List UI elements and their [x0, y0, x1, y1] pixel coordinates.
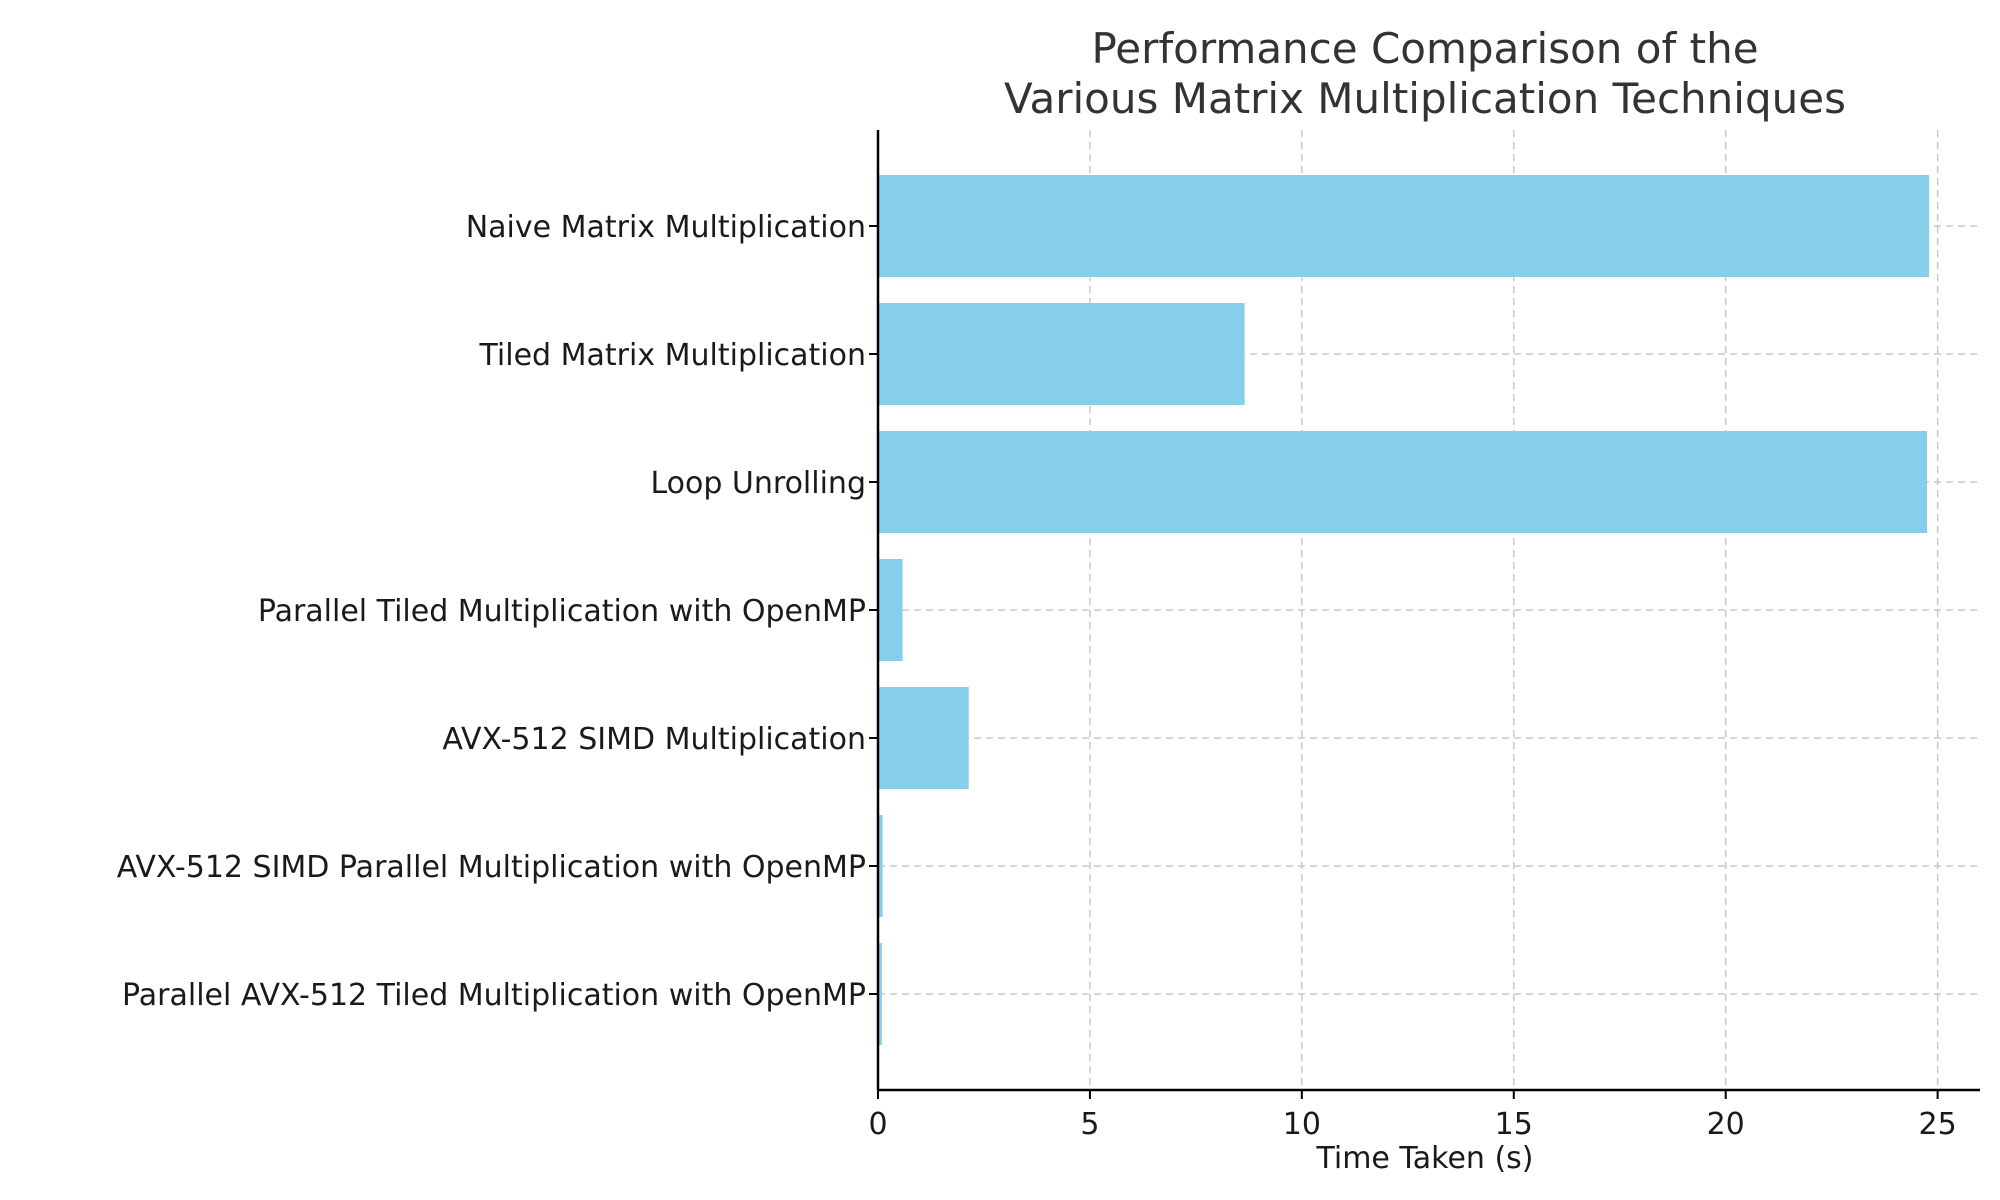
x-tick-label: 5 [1080, 1107, 1099, 1142]
y-tick-label: Naive Matrix Multiplication [466, 210, 866, 245]
y-tick-label: Loop Unrolling [650, 466, 866, 501]
bar [878, 687, 969, 789]
y-tick-label: AVX-512 SIMD Multiplication [442, 722, 866, 757]
y-tick-label: AVX-512 SIMD Parallel Multiplication wit… [117, 850, 866, 885]
bar [878, 559, 903, 661]
x-tick-label: 10 [1283, 1107, 1321, 1142]
bar-layer [878, 175, 1930, 1045]
y-tick-label: Parallel AVX-512 Tiled Multiplication wi… [122, 978, 866, 1013]
x-tick-label: 20 [1707, 1107, 1745, 1142]
x-tick-label: 0 [868, 1107, 887, 1142]
bar [878, 431, 1928, 533]
x-tick-label: 25 [1919, 1107, 1957, 1142]
bar [878, 175, 1930, 277]
y-tick-label: Tiled Matrix Multiplication [479, 338, 866, 373]
bar [878, 943, 882, 1045]
y-tick-label: Parallel Tiled Multiplication with OpenM… [258, 594, 866, 629]
x-tick-label: 15 [1495, 1107, 1533, 1142]
x-axis-label: Time Taken (s) [1315, 1141, 1533, 1176]
chart-title-line-1: Performance Comparison of the [1091, 24, 1758, 73]
chart-title-line-2: Various Matrix Multiplication Techniques [1004, 74, 1846, 123]
bar [878, 303, 1245, 405]
axis-layer: 0 5 10 15 20 25 Naive Matrix Multiplication Til… [117, 130, 1980, 1142]
bar [878, 815, 883, 917]
